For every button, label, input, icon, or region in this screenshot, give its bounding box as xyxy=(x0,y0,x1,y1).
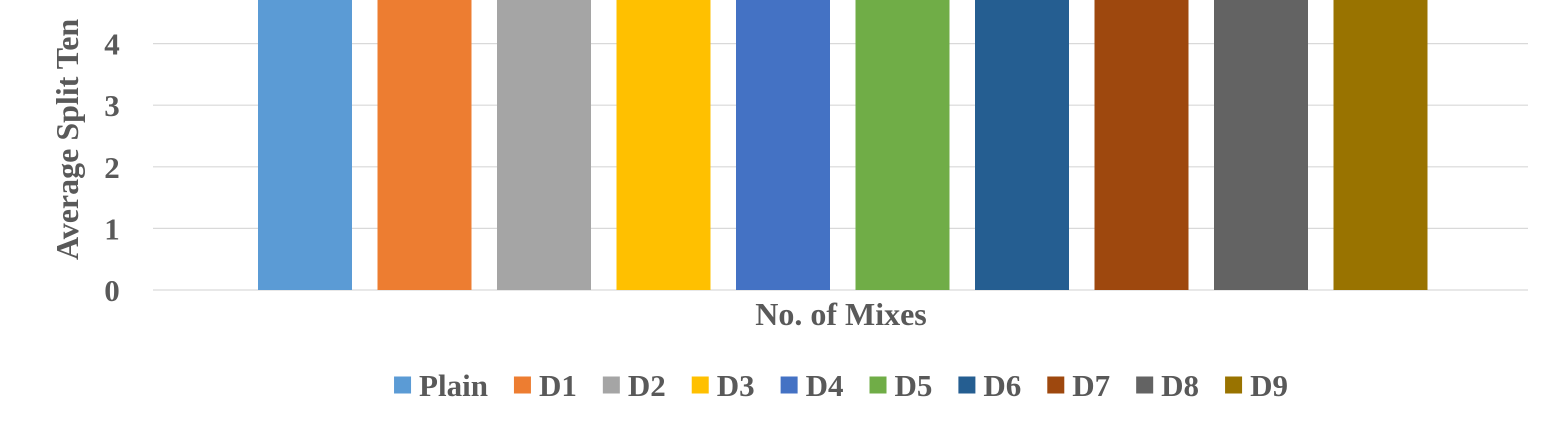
legend-label-d8: D8 xyxy=(1161,368,1199,403)
bar-d4 xyxy=(736,0,830,290)
legend-swatch-d5 xyxy=(869,376,887,394)
bar-plain xyxy=(258,0,352,290)
legend: Plain D1 D2 D3 D4 D5 D6 D7 D8 D9 xyxy=(394,368,1288,403)
legend-swatch-d7 xyxy=(1047,376,1065,394)
bar-d3 xyxy=(616,0,711,290)
bar-d2 xyxy=(497,0,591,290)
legend-swatch-d4 xyxy=(780,376,798,394)
gridlines xyxy=(153,42,1528,291)
bar-d6 xyxy=(975,0,1069,290)
y-tick-label: 2 xyxy=(104,150,120,185)
y-axis-title: Average Split Ten xyxy=(49,19,85,260)
legend-swatch-d8 xyxy=(1136,376,1154,394)
y-tick-label: 4 xyxy=(104,27,120,62)
legend-swatch-plain xyxy=(394,376,412,394)
y-tick-label: 3 xyxy=(104,88,120,123)
legend-label-d1: D1 xyxy=(539,368,577,403)
legend-label-d4: D4 xyxy=(806,368,844,403)
x-axis-title: No. of Mixes xyxy=(755,296,927,332)
legend-label-d9: D9 xyxy=(1250,368,1288,403)
bar-d8 xyxy=(1214,0,1308,290)
legend-swatch-d1 xyxy=(513,376,531,394)
y-axis-ticks: 0 1 2 3 4 xyxy=(104,27,120,308)
legend-label-d5: D5 xyxy=(895,368,933,403)
y-tick-label: 0 xyxy=(104,273,120,308)
legend-swatch-d2 xyxy=(602,376,620,394)
legend-swatch-d6 xyxy=(958,376,976,394)
bar-d7 xyxy=(1094,0,1189,290)
legend-swatch-d3 xyxy=(691,376,709,394)
legend-label-plain: Plain xyxy=(419,368,488,403)
legend-label-d3: D3 xyxy=(717,368,755,403)
bar-d1 xyxy=(377,0,472,290)
bar-d5 xyxy=(855,0,950,290)
bar-d9 xyxy=(1333,0,1428,290)
y-tick-label: 1 xyxy=(104,211,120,246)
legend-label-d2: D2 xyxy=(628,368,666,403)
legend-label-d6: D6 xyxy=(983,368,1021,403)
legend-label-d7: D7 xyxy=(1072,368,1110,403)
legend-swatch-d9 xyxy=(1225,376,1243,394)
bars xyxy=(258,0,1428,290)
